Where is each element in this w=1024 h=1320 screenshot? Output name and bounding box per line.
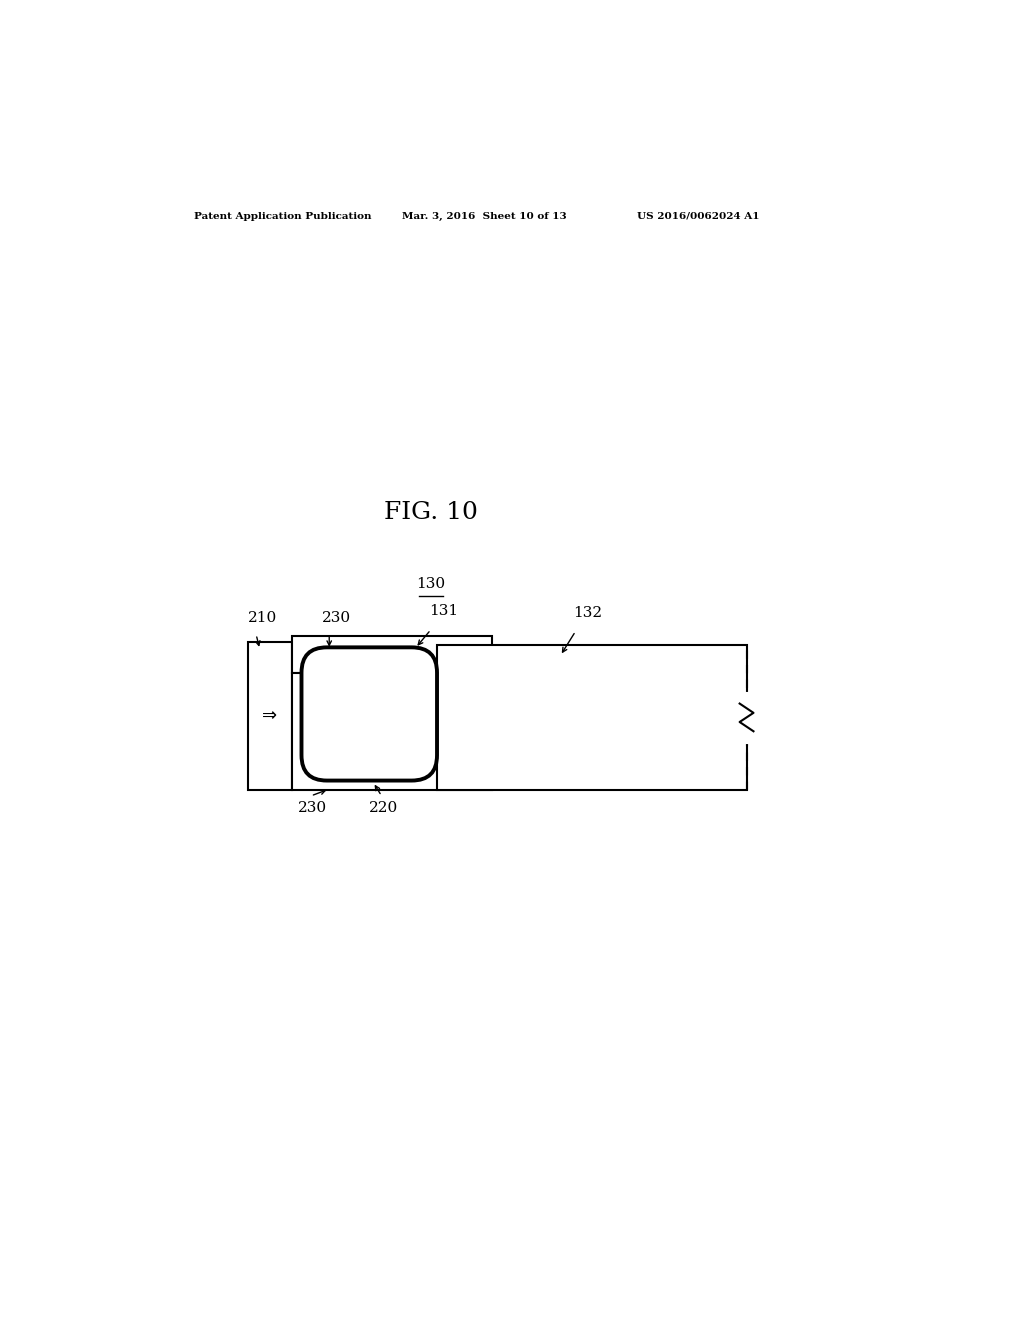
Text: 132: 132: [573, 606, 602, 620]
Bar: [292, 673, 493, 789]
Text: 130: 130: [417, 577, 445, 591]
Text: Patent Application Publication: Patent Application Publication: [194, 211, 372, 220]
Text: 210: 210: [248, 611, 276, 626]
Bar: [437, 645, 746, 789]
Text: ⇒: ⇒: [262, 708, 278, 725]
Text: FIG. 10: FIG. 10: [384, 502, 478, 524]
Text: 220: 220: [370, 800, 398, 814]
Bar: [248, 642, 292, 789]
Text: US 2016/0062024 A1: US 2016/0062024 A1: [637, 211, 760, 220]
Text: 230: 230: [322, 611, 350, 626]
Text: 131: 131: [429, 605, 459, 618]
Text: Mar. 3, 2016  Sheet 10 of 13: Mar. 3, 2016 Sheet 10 of 13: [401, 211, 566, 220]
Text: 230: 230: [298, 800, 328, 814]
Bar: [292, 636, 493, 673]
FancyBboxPatch shape: [301, 647, 437, 780]
